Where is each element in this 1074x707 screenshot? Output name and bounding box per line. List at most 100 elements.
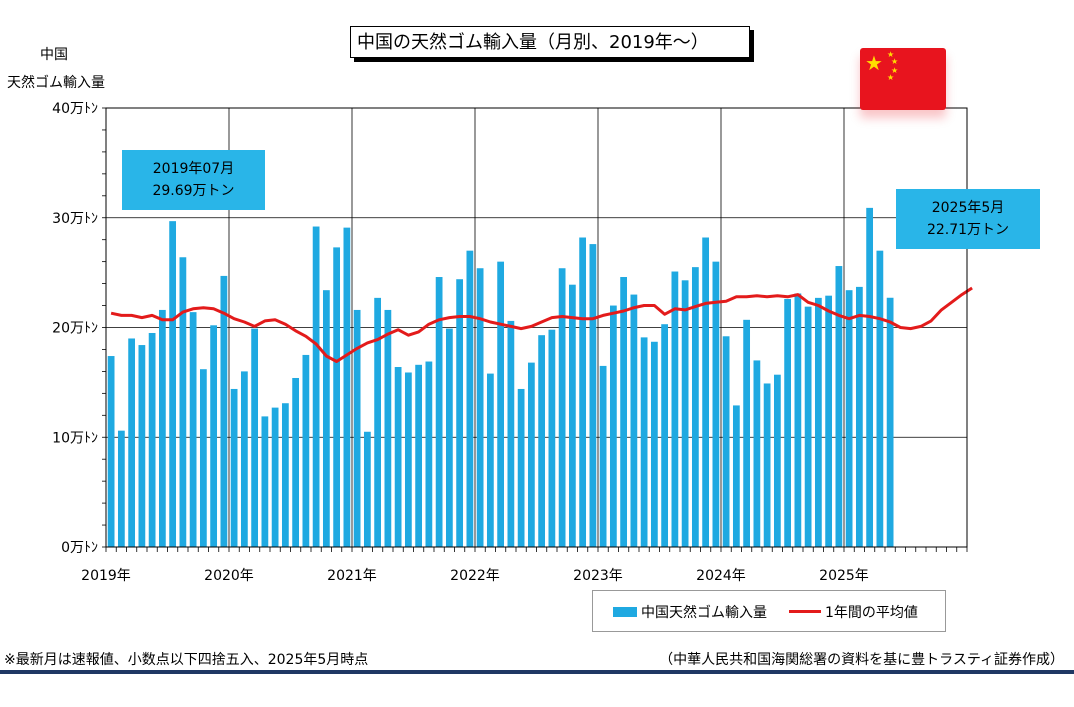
bar	[507, 320, 515, 547]
bar	[743, 319, 751, 547]
flag-small-star-icon: ★	[891, 57, 899, 66]
bar	[466, 250, 474, 548]
x-tick-label: 2022年	[450, 568, 500, 584]
bar	[343, 227, 351, 547]
bar	[333, 247, 341, 547]
x-tick-label: 2020年	[204, 568, 254, 584]
bar	[794, 293, 802, 547]
bar	[650, 341, 658, 547]
bar	[271, 407, 279, 547]
china-flag-icon: ★ ★ ★ ★ ★	[860, 48, 946, 110]
bar	[835, 266, 843, 547]
latest-callout-value: 22.71万トン	[926, 222, 1010, 238]
bar	[445, 328, 453, 547]
bar	[814, 297, 822, 547]
x-tick-label: 2021年	[327, 568, 377, 584]
bar	[107, 356, 115, 547]
bar	[527, 362, 535, 547]
bar	[671, 271, 679, 547]
bar	[855, 286, 863, 547]
bar	[404, 372, 412, 547]
bar	[876, 250, 884, 548]
bar	[763, 383, 771, 547]
bar	[558, 268, 566, 547]
bar	[722, 336, 730, 547]
bar	[538, 335, 546, 547]
bar	[148, 332, 156, 547]
bar	[702, 237, 710, 547]
legend-bar-swatch	[613, 607, 637, 617]
bar	[804, 306, 812, 547]
bar	[189, 312, 197, 547]
flag-small-star-icon: ★	[887, 50, 895, 59]
footnote: ※最新月は速報値、小数点以下四捨五入、2025年5月時点	[4, 652, 369, 668]
bar	[117, 430, 125, 547]
flag-small-star-icon: ★	[891, 66, 899, 75]
bar	[579, 237, 587, 547]
y-axis-label-line2: 天然ゴム輸入量	[7, 75, 105, 91]
bar	[784, 298, 792, 547]
bar	[691, 267, 699, 547]
bar	[845, 290, 853, 547]
bar	[220, 275, 228, 547]
legend-bar-label: 中国天然ゴム輸入量	[641, 605, 767, 621]
flag-large-star-icon: ★	[865, 51, 883, 75]
legend: 中国天然ゴム輸入量 1年間の平均値	[592, 590, 946, 632]
bar	[384, 309, 392, 547]
bar	[435, 277, 443, 547]
bar	[753, 360, 761, 547]
bar	[640, 337, 648, 547]
average-line	[110, 286, 973, 363]
y-tick-label: 30万ﾄﾝ	[52, 211, 98, 227]
bar	[661, 324, 669, 547]
bar	[825, 295, 833, 547]
max-callout-value: 29.69万トン	[152, 183, 235, 199]
bar	[886, 297, 894, 547]
bar	[138, 345, 146, 547]
max-value-callout: 2019年07月 29.69万トン	[122, 150, 265, 210]
bar	[866, 207, 874, 547]
bar	[476, 268, 484, 547]
max-callout-date: 2019年07月	[152, 161, 235, 177]
x-tick-label: 2024年	[696, 568, 746, 584]
bar	[158, 309, 166, 547]
bar	[179, 257, 187, 547]
latest-value-callout: 2025年5月 22.71万トン	[896, 189, 1040, 249]
legend-line-swatch	[789, 610, 821, 613]
bar	[415, 364, 423, 547]
bar	[497, 261, 505, 547]
latest-callout-date: 2025年5月	[931, 200, 1005, 216]
bar	[773, 374, 781, 547]
bar	[312, 226, 320, 547]
bar	[230, 388, 238, 547]
bar	[199, 369, 207, 547]
bar	[599, 365, 607, 547]
legend-line-label: 1年間の平均値	[825, 605, 918, 621]
y-tick-label: 40万ﾄﾝ	[52, 101, 98, 117]
bar	[589, 244, 597, 547]
bar	[353, 309, 361, 547]
bar	[169, 221, 177, 547]
flag-small-star-icon: ★	[887, 73, 895, 82]
bar	[363, 431, 371, 547]
bar	[681, 280, 689, 547]
bar	[292, 377, 300, 547]
y-tick-label: 0万ﾄﾝ	[61, 540, 98, 556]
bar	[517, 388, 525, 547]
bar	[322, 290, 330, 547]
bar	[630, 294, 638, 547]
bar	[568, 284, 576, 547]
bar	[609, 305, 617, 547]
bar	[394, 367, 402, 547]
bar	[620, 277, 628, 547]
y-tick-label: 10万ﾄﾝ	[52, 430, 98, 446]
y-axis-label-line1: 中国	[40, 47, 68, 63]
bar	[302, 354, 310, 547]
bar	[240, 371, 248, 547]
bar	[128, 338, 136, 547]
bar	[732, 405, 740, 547]
bar	[251, 328, 259, 547]
bar	[374, 297, 382, 547]
x-tick-label: 2019年	[81, 568, 131, 584]
